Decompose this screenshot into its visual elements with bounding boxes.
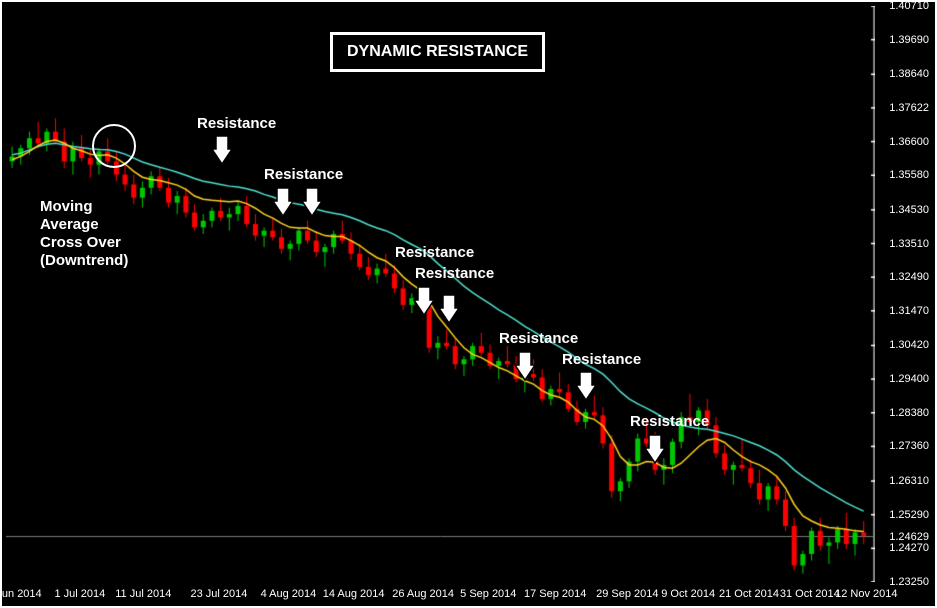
x-tick-label: 5 Sep 2014: [460, 588, 516, 600]
chart-container: DYNAMIC RESISTANCE 1.23250 1.24270 1.25290…: [0, 0, 937, 608]
annotation-label: Resistance: [395, 244, 474, 262]
annotation-label: Resistance: [264, 166, 343, 184]
y-tick-label: 1.35580: [889, 169, 929, 181]
x-tick-label: 14 Aug 2014: [323, 588, 385, 600]
down-arrow-icon: [514, 351, 536, 381]
annotation-label: MovingAverageCross Over(Downtrend): [40, 198, 128, 270]
y-tick-label: 1.38640: [889, 68, 929, 80]
y-tick-label: 1.23250: [889, 576, 929, 588]
down-arrow-icon: [211, 135, 233, 165]
y-tick-label: 1.30420: [889, 339, 929, 351]
x-tick-label: 1 Jul 2014: [54, 588, 105, 600]
y-tick-label: 1.29400: [889, 373, 929, 385]
down-arrow-icon: [413, 286, 435, 316]
y-tick-label: 1.36600: [889, 136, 929, 148]
y-tick-label: 1.32490: [889, 271, 929, 283]
x-tick-label: 4 Aug 2014: [261, 588, 317, 600]
annotation-label: Resistance: [562, 351, 641, 369]
y-tick-label: 1.31470: [889, 305, 929, 317]
x-tick-label: 29 Sep 2014: [596, 588, 658, 600]
chart-title: DYNAMIC RESISTANCE: [330, 32, 545, 72]
annotation-label: Resistance: [415, 265, 494, 283]
y-tick-label: 1.40710: [889, 0, 929, 12]
x-tick-label: 23 Jul 2014: [190, 588, 247, 600]
x-tick-label: 17 Sep 2014: [524, 588, 586, 600]
y-tick-label: 1.26310: [889, 475, 929, 487]
y-tick-label: 1.27360: [889, 440, 929, 452]
down-arrow-icon: [575, 371, 597, 401]
down-arrow-icon: [272, 187, 294, 217]
x-tick-label: 9 Oct 2014: [661, 588, 715, 600]
annotation-label: Resistance: [197, 115, 276, 133]
y-tick-label: 1.24270: [889, 542, 929, 554]
x-tick-label: 11 Jul 2014: [115, 588, 171, 600]
x-axis: Jun 20141 Jul 201411 Jul 201423 Jul 2014…: [6, 582, 873, 600]
x-tick-label: 21 Oct 2014: [719, 588, 779, 600]
annotation-label: Resistance: [499, 330, 578, 348]
y-tick-label: 1.39690: [889, 34, 929, 46]
crossover-circle: [92, 124, 136, 168]
y-tick-label: 1.28380: [889, 407, 929, 419]
down-arrow-icon: [438, 294, 460, 324]
y-tick-label: 1.33510: [889, 238, 929, 250]
down-arrow-icon: [644, 434, 666, 464]
y-tick-label: 1.34530: [889, 204, 929, 216]
x-tick-label: 26 Aug 2014: [392, 588, 454, 600]
y-tick-label: 1.37622: [889, 102, 929, 114]
x-tick-label: Jun 2014: [0, 588, 42, 600]
y-tick-label: 1.25290: [889, 509, 929, 521]
price-line-label: 1.24629: [889, 531, 929, 543]
x-tick-label: 12 Nov 2014: [835, 588, 897, 600]
annotation-label: Resistance: [630, 413, 709, 431]
down-arrow-icon: [301, 187, 323, 217]
x-tick-label: 31 Oct 2014: [780, 588, 840, 600]
y-axis: 1.232501.242701.252901.263101.273601.283…: [877, 6, 929, 580]
